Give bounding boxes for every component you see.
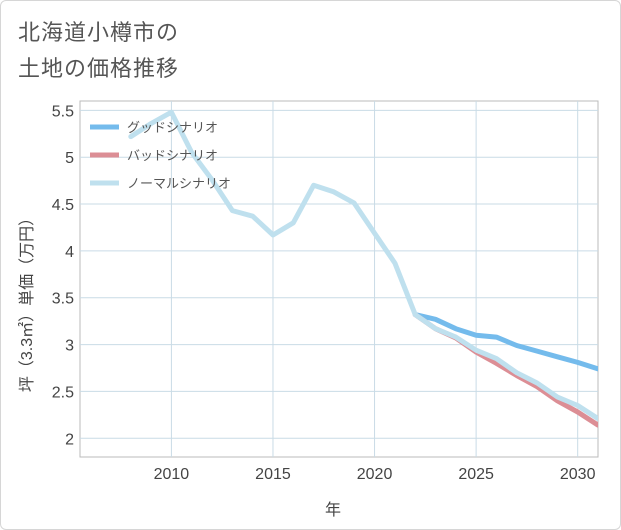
series-group <box>128 109 598 428</box>
y-tick-label: 5 <box>65 150 74 167</box>
y-tick-label: 5.5 <box>52 103 74 120</box>
x-tick-labels: 2010 2015 2020 2025 2030 <box>154 466 596 483</box>
normal-scenario-legend-label: ノーマルシナリオ <box>127 176 231 191</box>
series-layer <box>128 109 598 428</box>
y-axis-label: 坪（3.3㎡）単価（万円） <box>18 210 36 392</box>
good-scenario-line <box>412 312 598 372</box>
x-axis-label: 年 <box>325 501 341 519</box>
y-tick-label: 3.5 <box>52 291 74 308</box>
normal-scenario-line <box>128 109 598 422</box>
y-tick-label: 4 <box>65 244 74 261</box>
y-tick-label: 3 <box>65 338 74 355</box>
x-tick-label: 2030 <box>560 466 596 483</box>
y-tick-labels: 2 2.5 3 3.5 4 4.5 5 5.5 <box>52 103 74 448</box>
y-tick-label: 2 <box>65 431 74 448</box>
bad-scenario-legend-label: バッドシナリオ <box>127 148 218 163</box>
y-tick-label: 2.5 <box>52 384 74 401</box>
y-tick-label: 4.5 <box>52 197 74 214</box>
x-tick-label: 2020 <box>357 466 393 483</box>
x-tick-label: 2015 <box>255 466 291 483</box>
plot-area <box>79 100 599 458</box>
chart-title: 北海道小樽市の 土地の価格推移 <box>18 20 180 81</box>
good-scenario-legend-label: グッドシナリオ <box>127 120 218 135</box>
x-tick-label: 2010 <box>154 466 190 483</box>
x-tick-label: 2025 <box>458 466 494 483</box>
